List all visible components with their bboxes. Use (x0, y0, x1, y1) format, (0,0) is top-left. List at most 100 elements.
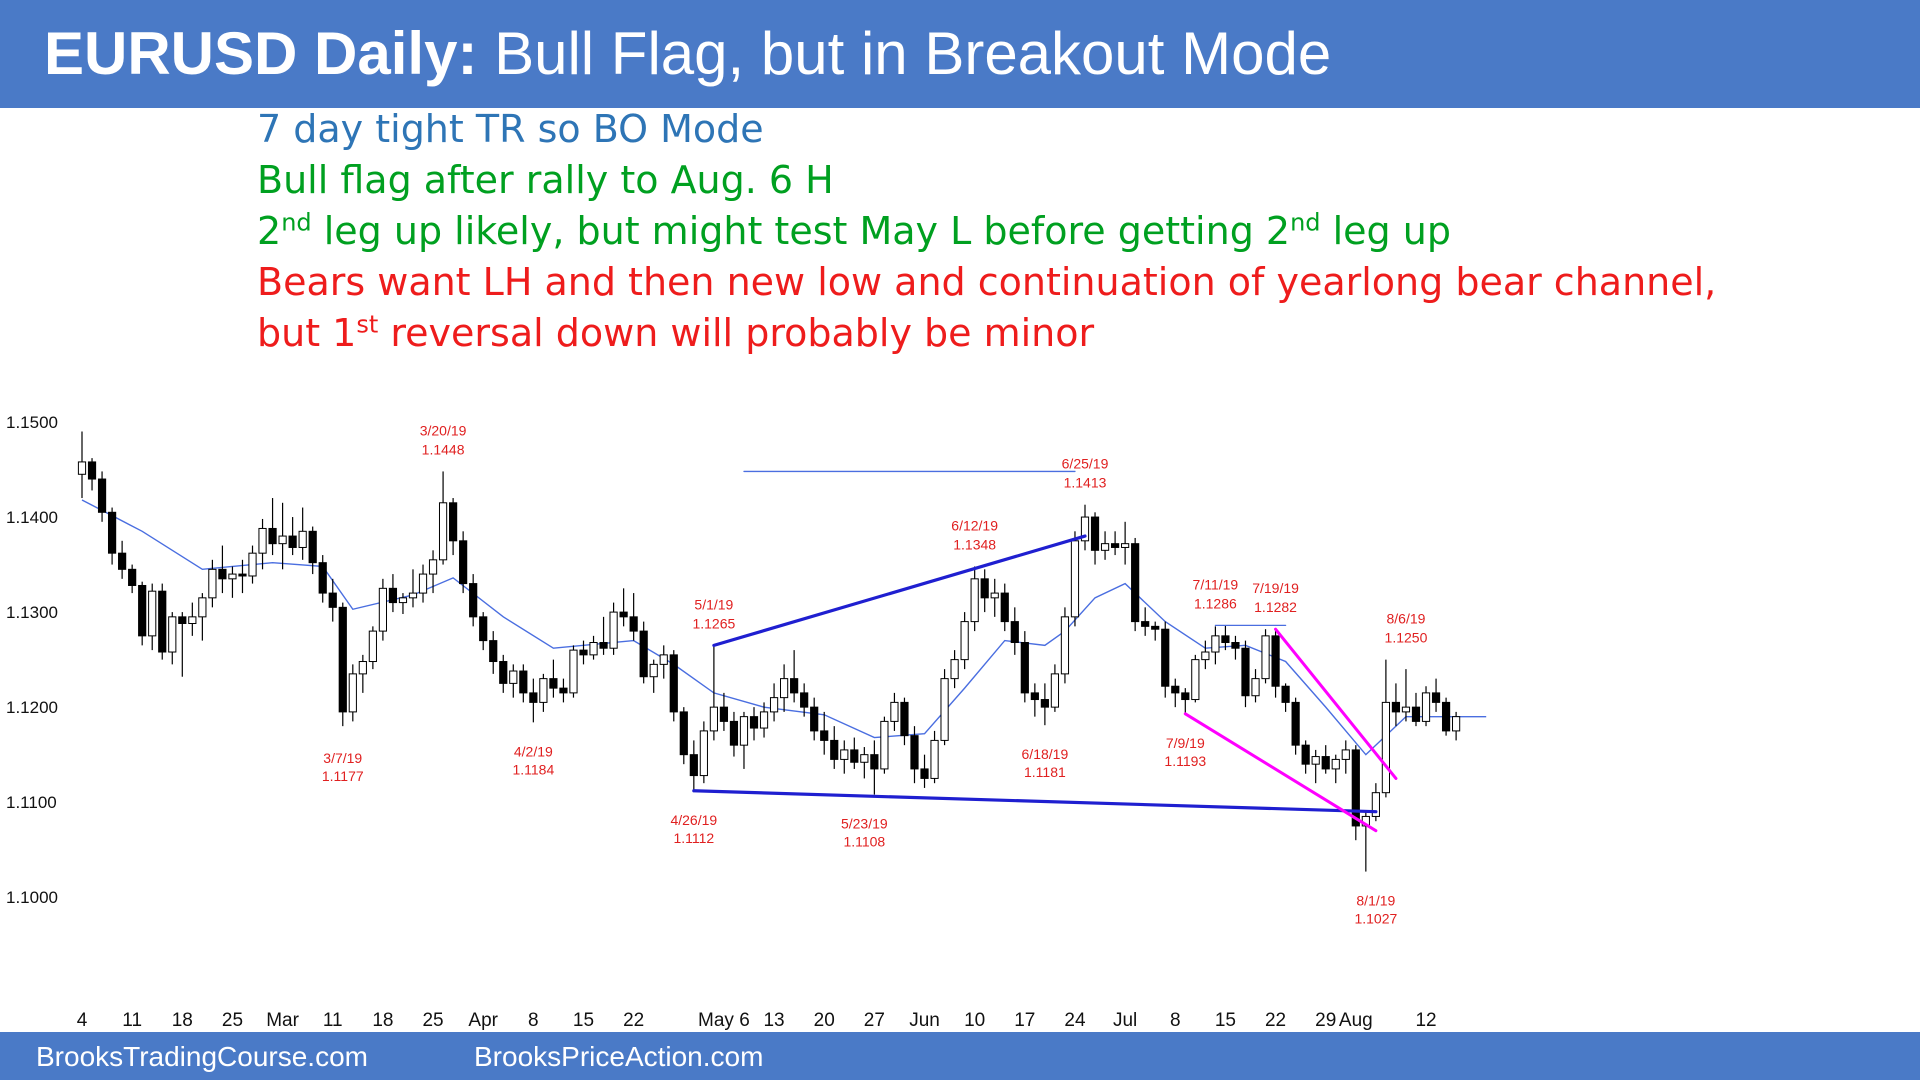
candle-body-bear (388, 587, 398, 604)
candle-body-bear (669, 654, 678, 713)
candle (378, 578, 387, 641)
candle-body-bear (489, 640, 498, 663)
annotation-price: 1.1108 (843, 834, 885, 850)
x-tick-label: 11 (323, 1010, 343, 1031)
candle-body-bear (549, 678, 558, 689)
candle-body-bull (358, 661, 367, 675)
note-line-3-part-c: leg up (1320, 209, 1451, 253)
candle-body-bull (769, 697, 779, 713)
wedge-line (1274, 627, 1398, 780)
candle (348, 664, 357, 722)
annotation-date: 6/25/19 (1062, 456, 1109, 472)
annotation-price: 1.1181 (1024, 764, 1066, 780)
candle-body-bear (1020, 642, 1029, 694)
x-tick-label: 4 (77, 1010, 88, 1031)
annotation-date: 4/26/19 (670, 812, 717, 828)
candle-body-bull (860, 754, 869, 763)
candle (1311, 749, 1320, 784)
candle-body-bull (890, 701, 899, 722)
candle (1231, 635, 1240, 660)
candle-body-bear (790, 678, 799, 694)
candle-body-bear (910, 735, 919, 770)
candle (880, 716, 889, 774)
candle-body-bull (1452, 716, 1461, 732)
candle (1151, 621, 1160, 641)
candle (780, 664, 789, 712)
price-annotation: 5/23/19 1.1108 (841, 816, 888, 850)
annotation-price: 1.1177 (322, 768, 364, 784)
candle-body-bull (990, 592, 999, 599)
candle-body-bull (148, 590, 157, 637)
candle (418, 564, 428, 603)
candle-body-bull (1060, 616, 1070, 675)
candle (1060, 607, 1070, 684)
candle (288, 517, 297, 556)
candle (1000, 583, 1009, 632)
candle (990, 578, 999, 617)
candle-body-bull (428, 559, 438, 575)
candle (509, 664, 518, 698)
candle (619, 588, 628, 627)
note-line-3-sup-2: nd (1290, 208, 1321, 237)
candle-body-bear (749, 716, 759, 729)
candle (1441, 697, 1451, 736)
title-bold: EURUSD Daily: (44, 20, 478, 87)
candle (1431, 678, 1441, 712)
candle (1391, 683, 1401, 727)
candle-body-bear (87, 461, 97, 480)
price-annotation: 8/6/19 1.1250 (1385, 611, 1428, 646)
candle (308, 526, 317, 575)
annotation-date: 3/7/19 (323, 750, 362, 766)
candle (1161, 621, 1170, 698)
candle-body-bear (1161, 628, 1170, 687)
candle (769, 683, 779, 722)
candle (469, 574, 478, 627)
candle (428, 550, 438, 594)
candle-body-bear (1030, 692, 1039, 701)
candle (258, 518, 267, 570)
candle (1271, 631, 1280, 698)
x-tick-label: 18 (172, 1010, 193, 1031)
candle (268, 498, 277, 556)
price-annotation: 3/20/19 1.1448 (420, 422, 467, 457)
candle (148, 583, 157, 651)
candle-body-bear (1321, 756, 1330, 770)
note-line-3-part-b: leg up likely, but might test May L befo… (311, 209, 1291, 253)
candle-body-bull (1261, 635, 1270, 680)
x-tick-label: 29 (1315, 1010, 1336, 1031)
note-line-3: 2 nd leg up likely, but might test May L … (257, 206, 1716, 257)
note-line-3-part-a: 2 (257, 209, 282, 253)
candle-body-bull (368, 630, 377, 663)
annotation-price: 1.1448 (422, 441, 465, 457)
x-tick-label: 15 (1215, 1010, 1236, 1031)
candle-body-bull (1371, 792, 1380, 817)
commentary-notes: 7 day tight TR so BO Mode Bull flag afte… (257, 104, 1716, 359)
candle (820, 711, 829, 755)
candle (729, 711, 739, 757)
x-tick-label: Jun (909, 1010, 940, 1031)
candle-body-bear (1291, 701, 1300, 746)
candle (238, 559, 247, 594)
annotation-price: 1.1112 (673, 830, 714, 846)
candle-body-bear (1090, 516, 1100, 551)
annotation-date: 5/23/19 (841, 816, 888, 832)
candle-body-bear (900, 701, 909, 737)
candle-body-bull (1191, 659, 1200, 701)
candle-body-bull (649, 663, 658, 678)
candle (910, 726, 919, 784)
candle-body-bear (529, 692, 538, 703)
candle-body-bull (278, 535, 287, 545)
price-annotation: 6/18/19 1.1181 (1022, 746, 1069, 780)
candle-body-bull (659, 654, 668, 665)
candle (669, 650, 678, 722)
page-title: EURUSD Daily: Bull Flag, but in Breakout… (44, 18, 1331, 90)
candle (1080, 504, 1090, 551)
candle (97, 471, 107, 522)
candle-body-bear (719, 706, 729, 722)
candle (438, 471, 448, 565)
candle (1221, 625, 1230, 651)
candle (1301, 740, 1310, 774)
candle (1050, 664, 1060, 712)
candle-body-bear (328, 592, 337, 608)
candle (1020, 631, 1029, 703)
